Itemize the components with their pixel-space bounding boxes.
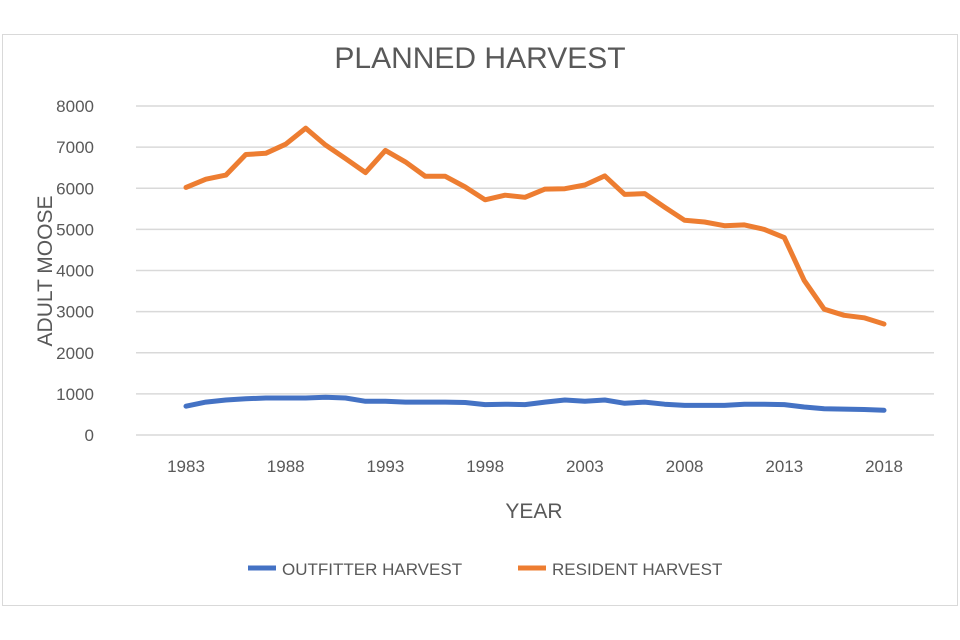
y-tick-label: 6000: [56, 179, 94, 198]
y-tick-label: 5000: [56, 220, 94, 239]
y-tick-label: 4000: [56, 262, 94, 281]
y-tick-label: 2000: [56, 344, 94, 363]
series-line-outfitter: [183, 394, 887, 413]
legend-item: RESIDENT HARVEST: [518, 560, 722, 579]
x-tick-label: 1993: [367, 457, 405, 476]
x-tick-labels: 1983 1988 1993 1998 2003 2008 2013 2018: [167, 457, 903, 476]
y-tick-label: 0: [85, 426, 94, 445]
series-lines: [183, 125, 887, 413]
chart-area: [2, 34, 958, 606]
x-tick-label: 1983: [167, 457, 205, 476]
chart-title: PLANNED HARVEST: [334, 42, 625, 75]
gridlines: [136, 105, 934, 436]
series-line-resident: [183, 125, 887, 327]
y-tick-label: 8000: [56, 97, 94, 116]
x-axis-label: YEAR: [505, 500, 562, 523]
y-tick-labels: 0 1000 2000 3000 4000 5000 6000 7000 8000: [56, 97, 94, 445]
y-tick-label: 1000: [56, 385, 94, 404]
y-axis-label: ADULT MOOSE: [34, 196, 57, 347]
x-tick-label: 1998: [466, 457, 504, 476]
x-tick-label: 2013: [765, 457, 803, 476]
y-tick-label: 3000: [56, 303, 94, 322]
x-tick-label: 2018: [865, 457, 903, 476]
x-tick-label: 1988: [267, 457, 305, 476]
x-tick-label: 2008: [666, 457, 704, 476]
legend: OUTFITTER HARVEST RESIDENT HARVEST: [248, 560, 722, 579]
legend-item: OUTFITTER HARVEST: [248, 560, 462, 579]
legend-label: RESIDENT HARVEST: [552, 560, 722, 579]
legend-label: OUTFITTER HARVEST: [282, 560, 462, 579]
x-tick-label: 2003: [566, 457, 604, 476]
y-tick-label: 7000: [56, 138, 94, 157]
